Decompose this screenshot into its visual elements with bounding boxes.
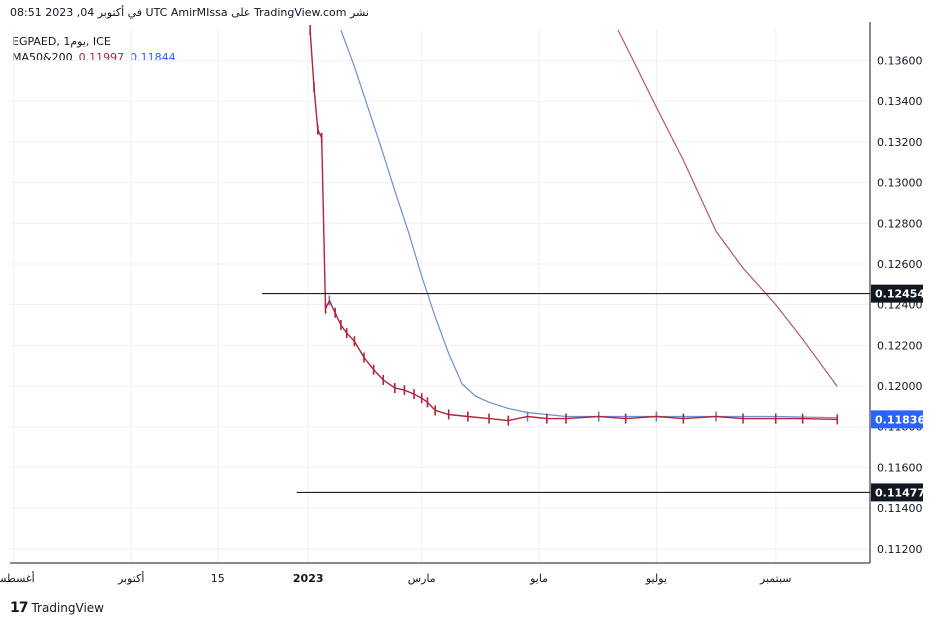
y-tick-label: 0.12200 xyxy=(877,339,923,352)
x-tick-label: أغسطس xyxy=(0,571,35,585)
x-tick-label: أكتوبر xyxy=(117,571,144,585)
y-tick-label: 0.12800 xyxy=(877,217,923,230)
x-tick-label: 15 xyxy=(211,572,225,585)
y-tick-label: 0.11600 xyxy=(877,461,923,474)
tradingview-logo-icon: 17 xyxy=(10,600,29,616)
x-tick-label: مارس xyxy=(408,572,436,585)
price-line xyxy=(309,29,838,422)
ma50-line xyxy=(340,29,838,419)
last-price-label: 0.11836 xyxy=(875,413,925,426)
y-tick-label: 0.11400 xyxy=(877,502,923,515)
level-label-bg xyxy=(871,483,923,502)
y-tick-label: 0.13400 xyxy=(877,95,923,108)
y-tick-label: 0.13000 xyxy=(877,177,923,190)
publish-header: في أكتوبر 04, 2023 08:51 UTC AmirMIssa ع… xyxy=(10,6,369,19)
y-tick-label: 0.11200 xyxy=(877,543,923,556)
x-tick-label: 2023 xyxy=(293,572,324,585)
level-label-bg xyxy=(871,284,923,303)
y-tick-label: 0.12600 xyxy=(877,258,923,271)
y-tick-label: 0.12000 xyxy=(877,380,923,393)
level-label: 0.12454 xyxy=(875,288,925,301)
last-price-label-bg xyxy=(871,410,923,429)
symbol-line: EGPAED, 1يوم, ICE xyxy=(12,35,111,48)
tradingview-footer[interactable]: 17 TradingView xyxy=(10,600,104,616)
x-tick-label: يوليو xyxy=(645,572,667,585)
ma200-line xyxy=(617,29,838,387)
brand-name: TradingView xyxy=(31,601,104,615)
level-label: 0.11477 xyxy=(875,486,925,499)
x-tick-label: سبتمبر xyxy=(759,572,792,585)
x-tick-label: مايو xyxy=(529,572,548,585)
y-tick-label: 0.13200 xyxy=(877,136,923,149)
y-tick-label: 0.13600 xyxy=(877,55,923,68)
